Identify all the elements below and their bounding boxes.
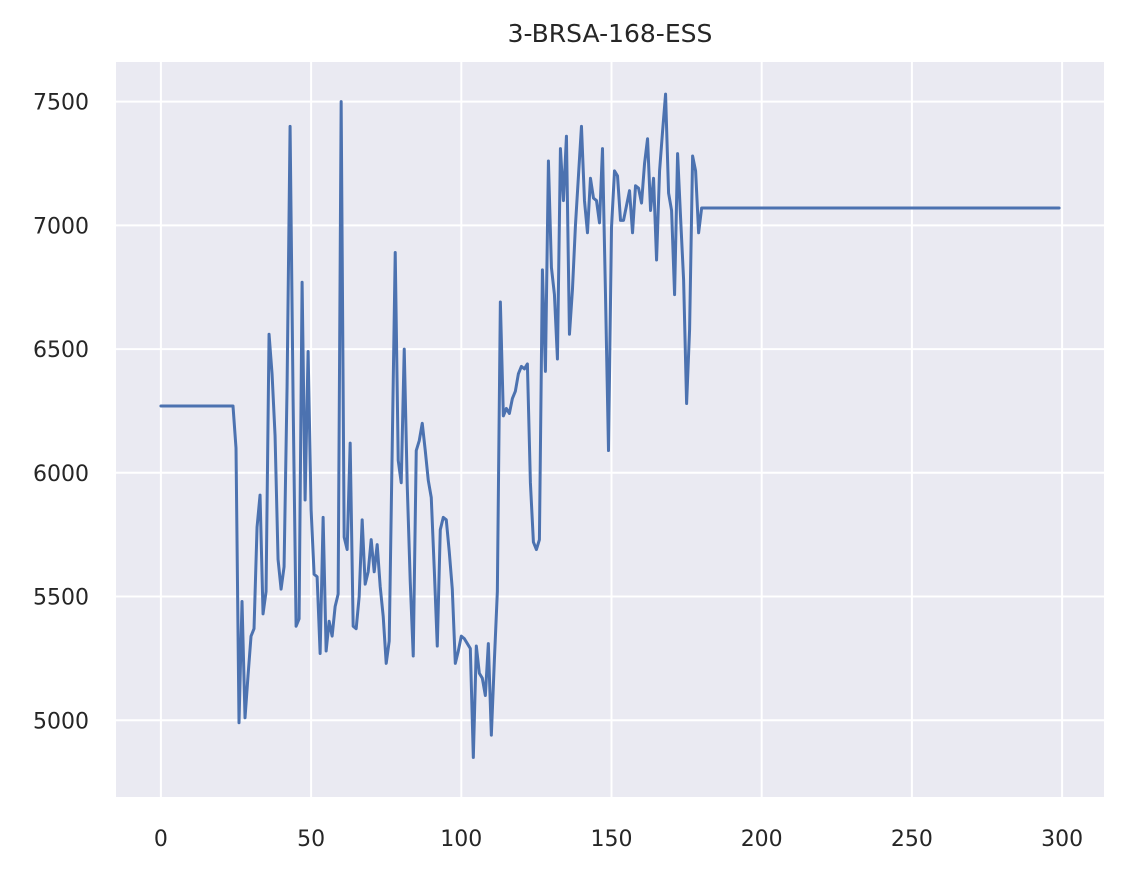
x-tick-label: 100 xyxy=(440,827,482,852)
x-tick-label: 150 xyxy=(591,827,633,852)
x-tick-label: 300 xyxy=(1041,827,1083,852)
series-group xyxy=(159,92,1061,759)
series-line-0 xyxy=(159,92,1061,759)
x-axis-ticks: 0 50 100 150 200 250 300 xyxy=(154,827,1083,852)
y-tick-label: 6000 xyxy=(33,462,89,487)
y-tick-label: 5500 xyxy=(33,586,89,611)
x-tick-label: 50 xyxy=(297,827,325,852)
x-tick-label: 250 xyxy=(891,827,933,852)
x-tick-label: 200 xyxy=(741,827,783,852)
y-tick-label: 7000 xyxy=(33,214,89,239)
x-tick-label: 0 xyxy=(154,827,168,852)
y-tick-label: 5000 xyxy=(33,709,89,734)
chart-title: 3-BRSA-168-ESS xyxy=(508,19,713,48)
y-tick-label: 7500 xyxy=(33,91,89,116)
y-tick-label: 6500 xyxy=(33,338,89,363)
y-axis-ticks: 5000 5500 6000 6500 7000 7500 xyxy=(33,91,89,735)
